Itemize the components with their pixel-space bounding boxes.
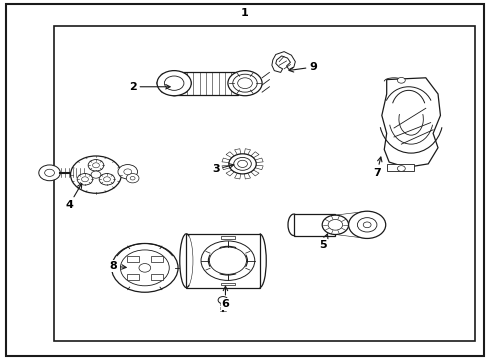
Polygon shape [255, 158, 263, 163]
Text: 3: 3 [212, 164, 234, 174]
Circle shape [161, 89, 167, 93]
Circle shape [171, 92, 177, 96]
Bar [151, 274, 163, 280]
Text: 8: 8 [109, 261, 126, 271]
Polygon shape [245, 149, 250, 154]
Circle shape [91, 171, 101, 178]
Polygon shape [222, 158, 230, 163]
Polygon shape [251, 170, 259, 176]
Circle shape [77, 174, 93, 185]
Circle shape [124, 169, 132, 175]
Circle shape [238, 78, 252, 89]
Bar [127, 274, 139, 280]
Polygon shape [251, 152, 259, 158]
Circle shape [130, 176, 135, 180]
Polygon shape [255, 165, 263, 170]
Text: 6: 6 [221, 286, 229, 309]
Text: 2: 2 [129, 82, 170, 92]
Circle shape [233, 74, 257, 92]
Circle shape [118, 165, 138, 179]
Circle shape [234, 157, 251, 170]
Circle shape [126, 174, 139, 183]
Text: 5: 5 [319, 234, 328, 249]
Polygon shape [382, 78, 441, 167]
Circle shape [45, 169, 54, 176]
Bar [294, 214, 335, 235]
Circle shape [39, 165, 60, 181]
Circle shape [218, 297, 228, 304]
Bar [387, 164, 414, 171]
Circle shape [93, 163, 99, 168]
Circle shape [328, 220, 343, 230]
Bar [151, 256, 163, 262]
Text: 1: 1 [241, 8, 249, 18]
Circle shape [238, 160, 247, 167]
Circle shape [182, 73, 188, 78]
Circle shape [139, 264, 151, 272]
Circle shape [182, 89, 188, 93]
Circle shape [171, 70, 177, 75]
Circle shape [71, 156, 122, 193]
Polygon shape [235, 149, 241, 154]
Text: 4: 4 [65, 184, 82, 210]
Circle shape [112, 243, 178, 292]
Bar [220, 283, 235, 285]
Circle shape [322, 215, 348, 234]
Polygon shape [226, 152, 234, 158]
Circle shape [228, 71, 262, 96]
Bar [127, 256, 139, 262]
Circle shape [157, 71, 191, 96]
Circle shape [397, 77, 405, 83]
Circle shape [157, 81, 162, 85]
Circle shape [88, 159, 104, 171]
Circle shape [164, 76, 184, 90]
Text: 7: 7 [373, 157, 382, 178]
Polygon shape [226, 170, 234, 176]
Circle shape [121, 250, 169, 286]
Polygon shape [272, 51, 295, 72]
Circle shape [229, 154, 256, 174]
Circle shape [81, 177, 88, 182]
Circle shape [201, 241, 255, 280]
Polygon shape [222, 165, 230, 170]
Circle shape [236, 155, 254, 169]
Bar [174, 72, 238, 95]
Circle shape [186, 81, 192, 85]
Polygon shape [235, 173, 241, 179]
Bar [220, 236, 235, 239]
Circle shape [103, 177, 110, 182]
Circle shape [348, 211, 386, 238]
Circle shape [161, 73, 167, 78]
Circle shape [363, 222, 371, 228]
Text: 9: 9 [289, 62, 318, 72]
Bar [186, 234, 260, 288]
Bar [54, 26, 475, 341]
Circle shape [357, 218, 377, 232]
Polygon shape [245, 173, 250, 179]
Circle shape [99, 174, 115, 185]
Circle shape [209, 247, 246, 274]
Circle shape [397, 166, 405, 171]
